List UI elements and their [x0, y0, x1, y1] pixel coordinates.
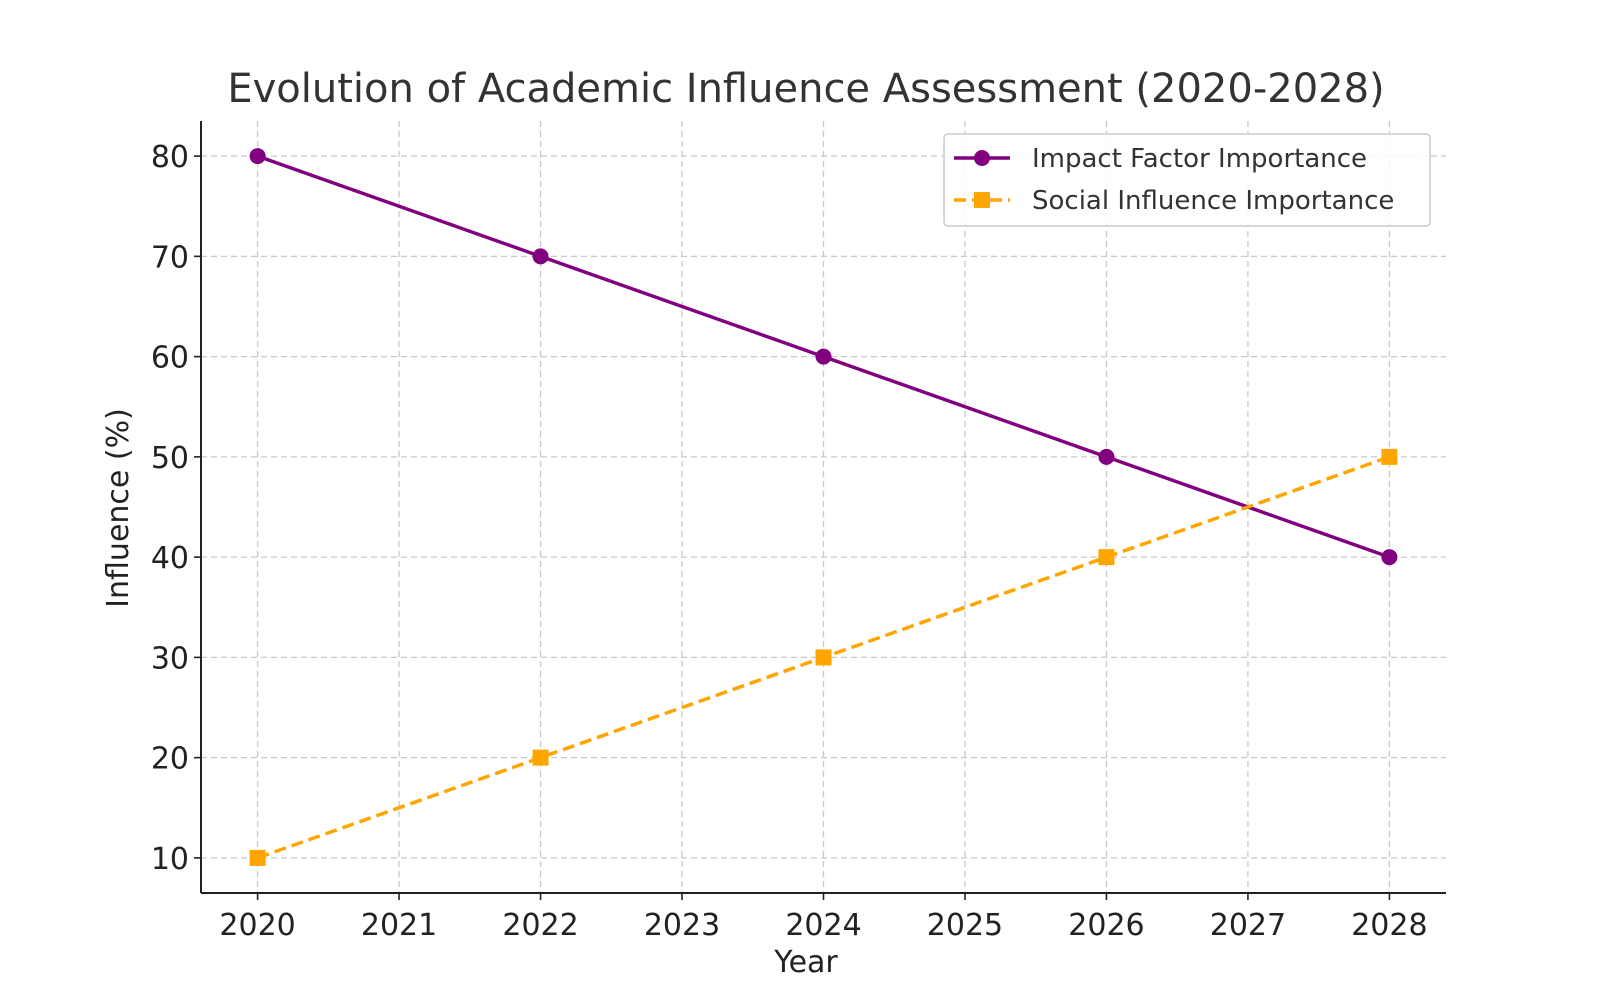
y-tick-label-60: 60 — [151, 341, 189, 376]
x-tick-label-2023: 2023 — [644, 908, 720, 943]
legend-marker-impact — [974, 150, 990, 166]
chart-title: Evolution of Academic Influence Assessme… — [227, 66, 1384, 112]
data-point-social-influence-importance-2020 — [249, 849, 266, 866]
legend-box — [943, 133, 1431, 227]
x-tick-label-2021: 2021 — [361, 908, 437, 943]
x-tick-label-2024: 2024 — [785, 908, 861, 943]
x-tick-label-2027: 2027 — [1210, 908, 1286, 943]
y-tick-label-50: 50 — [151, 441, 189, 476]
x-tick-label-2026: 2026 — [1068, 908, 1144, 943]
y-tick-label-80: 80 — [151, 140, 189, 175]
x-tick-label-2025: 2025 — [927, 908, 1003, 943]
x-tick-label-2022: 2022 — [502, 908, 578, 943]
data-point-impact-factor-importance-2024 — [815, 348, 832, 365]
data-point-social-influence-importance-2024 — [815, 649, 832, 666]
y-tick-label-10: 10 — [151, 842, 189, 877]
y-ticks: 10 20 30 40 50 60 70 80 — [151, 140, 201, 877]
data-point-impact-factor-importance-2026 — [1098, 448, 1115, 465]
legend: Impact Factor Importance Social Influenc… — [943, 133, 1431, 227]
data-point-social-influence-importance-2028 — [1381, 448, 1398, 465]
y-tick-label-40: 40 — [151, 541, 189, 576]
x-tick-label-2028: 2028 — [1351, 908, 1427, 943]
x-ticks: 2020 2021 2022 2023 2024 2025 2026 2027 2028 — [219, 893, 1428, 943]
data-point-impact-factor-importance-2020 — [249, 148, 266, 165]
x-tick-label-2020: 2020 — [219, 908, 295, 943]
y-axis-label: Influence (%) — [101, 408, 136, 608]
y-tick-label-20: 20 — [151, 742, 189, 777]
x-axis-label: Year — [773, 945, 838, 980]
series — [249, 148, 1398, 866]
data-point-impact-factor-importance-2028 — [1381, 549, 1398, 566]
legend-entry-social: Social Influence Importance — [1032, 186, 1394, 216]
data-point-social-influence-importance-2022 — [532, 749, 549, 766]
legend-entry-impact: Impact Factor Importance — [1032, 144, 1367, 174]
legend-marker-social — [974, 192, 990, 208]
grid — [201, 121, 1446, 893]
data-point-impact-factor-importance-2022 — [532, 248, 549, 265]
y-tick-label-30: 30 — [151, 641, 189, 676]
y-tick-label-70: 70 — [151, 240, 189, 275]
data-point-social-influence-importance-2026 — [1098, 549, 1115, 566]
